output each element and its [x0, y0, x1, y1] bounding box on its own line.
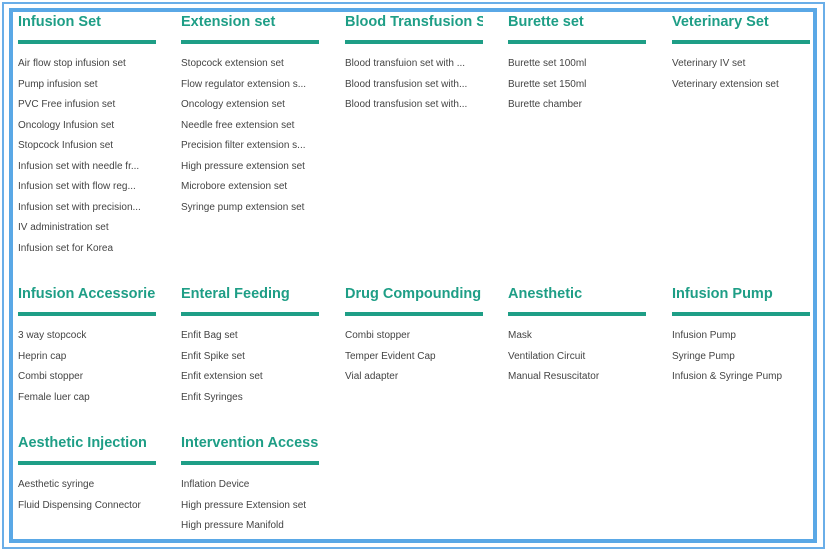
category-column: Burette set Burette set 100ml Burette set … — [508, 12, 646, 118]
menu-link[interactable]: Flow regulator extension s... — [181, 78, 307, 90]
menu-link[interactable]: Blood transfuion set with ... — [345, 58, 466, 69]
menu-link[interactable]: Combi stopper — [345, 330, 411, 341]
menu-link[interactable]: Stopcock extension set — [181, 58, 284, 69]
category-column: Aesthetic Injection Aesthetic syringe Flui… — [18, 433, 156, 518]
menu-link[interactable]: Aesthetic syringe — [18, 479, 95, 490]
menu-link[interactable]: 3 way stopcock — [18, 330, 87, 341]
menu-link[interactable]: Infusion & Syringe Pump — [672, 371, 783, 382]
menu-link[interactable]: Pump infusion set — [18, 78, 98, 90]
outer-frame — [2, 2, 825, 549]
menu-link[interactable]: Infusion set with needle fr... — [18, 160, 140, 172]
menu-link[interactable]: Enfit Spike set — [181, 350, 245, 362]
menu-link[interactable]: Enfit Syringes — [181, 391, 243, 403]
menu-link[interactable]: Enfit extension set — [181, 371, 263, 382]
menu-link[interactable]: Needle free extension set — [181, 119, 295, 131]
category-title[interactable]: Extension set — [181, 14, 276, 30]
menu-link[interactable]: Infusion set with precision... — [18, 201, 141, 213]
menu-link[interactable]: Syringe Pump — [672, 350, 735, 362]
category-title[interactable]: Infusion Accessories — [18, 286, 156, 302]
category-title[interactable]: Enteral Feeding — [181, 286, 290, 302]
menu-link[interactable]: Veterinary extension set — [672, 78, 779, 90]
menu-link[interactable]: Fluid Dispensing Connector — [18, 499, 141, 511]
title-underline — [18, 40, 156, 44]
menu-link[interactable]: Mask — [508, 330, 532, 341]
category-title[interactable]: Drug Compounding — [345, 286, 482, 302]
menu-link[interactable]: High pressure Manifold — [181, 520, 284, 531]
menu-link[interactable]: Blood transfusion set with... — [345, 78, 468, 90]
title-underline — [508, 312, 646, 316]
category-column: Infusion Set Air flow stop infusion set Pu… — [18, 12, 156, 261]
menu-link[interactable]: Stopcock Infusion set — [18, 140, 114, 151]
title-underline — [672, 312, 810, 316]
title-underline — [508, 40, 646, 44]
category-column: Intervention Access... Inflation Device Hi… — [181, 433, 319, 539]
menu-link[interactable]: Burette set 100ml — [508, 58, 587, 69]
category-column: Extension set Stopcock extension set Flow … — [181, 12, 319, 220]
menu-link[interactable]: Enfit Bag set — [181, 330, 238, 341]
menu-link[interactable]: Inflation Device — [181, 479, 250, 490]
title-underline — [181, 461, 319, 465]
menu-link[interactable]: Veterinary IV set — [672, 58, 746, 69]
title-underline — [181, 312, 319, 316]
menu-link[interactable]: Microbore extension set — [181, 181, 288, 192]
title-underline — [345, 312, 483, 316]
category-title[interactable]: Blood Transfusion Set — [345, 14, 483, 30]
category-title[interactable]: Aesthetic Injection — [18, 435, 147, 451]
title-underline — [18, 461, 156, 465]
menu-link[interactable]: High pressure Extension set — [181, 499, 307, 511]
menu-panel — [9, 8, 817, 543]
category-title[interactable]: Anesthetic — [508, 286, 583, 302]
category-column: Infusion Pump Infusion Pump Syringe Pump In… — [672, 284, 810, 390]
menu-link[interactable]: PVC Free infusion set — [18, 99, 116, 110]
category-title[interactable]: Infusion Set — [18, 14, 101, 30]
menu-link[interactable]: Syringe pump extension set — [181, 201, 305, 213]
category-column: Anesthetic Mask Ventilation Circuit Manual … — [508, 284, 646, 390]
menu-link[interactable]: Blood transfusion set with... — [345, 99, 468, 110]
menu-link[interactable]: Manual Resuscitator — [508, 371, 600, 382]
menu-link[interactable]: Air flow stop infusion set — [18, 58, 126, 69]
category-column: Drug Compounding Combi stopper Temper Evid… — [345, 284, 483, 390]
menu-link[interactable]: IV administration set — [18, 222, 109, 233]
menu-link[interactable]: Burette set 150ml — [508, 78, 587, 90]
category-title[interactable]: Burette set — [508, 14, 584, 30]
menu-link[interactable]: Ventilation Circuit — [508, 350, 586, 362]
menu-link[interactable]: Heprin cap — [18, 350, 67, 362]
category-column: Veterinary Set Veterinary IV set Veterinar… — [672, 12, 810, 97]
menu-link[interactable]: High pressure extension set — [181, 160, 305, 172]
title-underline — [18, 312, 156, 316]
menu-link[interactable]: Burette chamber — [508, 99, 582, 110]
menu-link[interactable]: Oncology extension set — [181, 99, 285, 110]
category-column: Blood Transfusion Set Blood transfuion se… — [345, 12, 483, 118]
category-column: Enteral Feeding Enfit Bag set Enfit Spike … — [181, 284, 319, 410]
menu-link[interactable]: Combi stopper — [18, 371, 84, 382]
category-title[interactable]: Intervention Access... — [181, 435, 319, 451]
category-title[interactable]: Veterinary Set — [672, 14, 769, 30]
title-underline — [181, 40, 319, 44]
title-underline — [672, 40, 810, 44]
menu-link[interactable]: Female luer cap — [18, 391, 90, 403]
title-underline — [345, 40, 483, 44]
menu-link[interactable]: Vial adapter — [345, 371, 399, 382]
category-column: Infusion Accessories 3 way stopcock Heprin… — [18, 284, 156, 410]
menu-link[interactable]: Precision filter extension s... — [181, 140, 306, 151]
menu-link[interactable]: Infusion set for Korea — [18, 242, 114, 254]
menu-link[interactable]: Temper Evident Cap — [345, 350, 436, 362]
menu-link[interactable]: Infusion Pump — [672, 330, 736, 341]
category-title[interactable]: Infusion Pump — [672, 286, 773, 302]
menu-link[interactable]: Oncology Infusion set — [18, 119, 115, 131]
menu-link[interactable]: Infusion set with flow reg... — [18, 181, 136, 192]
